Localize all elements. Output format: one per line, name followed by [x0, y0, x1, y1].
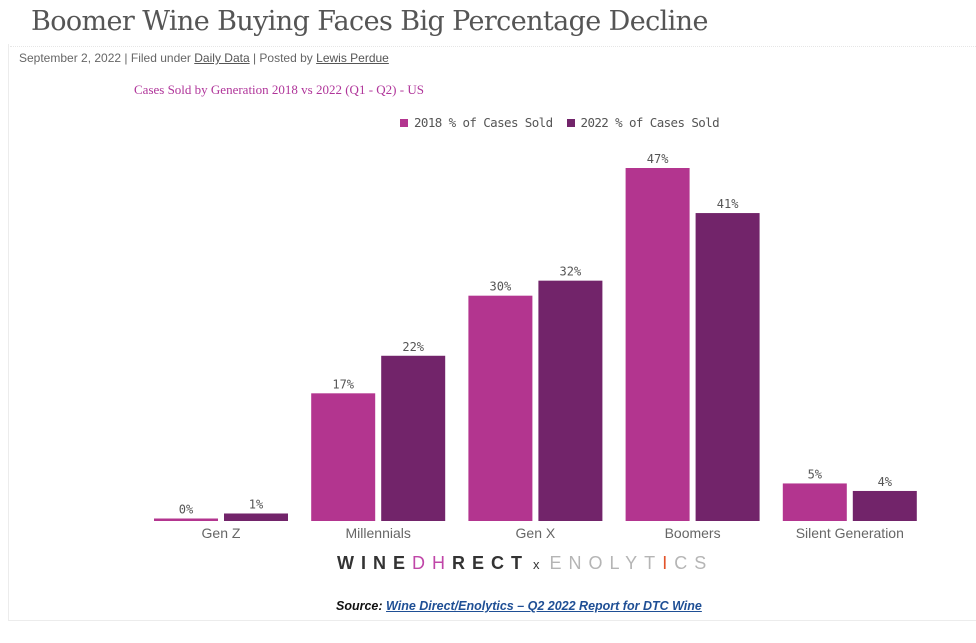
title-divider: [10, 46, 976, 47]
data-label-boomers-2022: 41%: [717, 197, 739, 211]
legend-label-2022: 2022 % of Cases Sold: [580, 115, 720, 130]
logo-separator: x: [533, 557, 540, 572]
legend-swatch-2022: [566, 118, 575, 127]
post-date: September 2, 2022: [19, 51, 122, 65]
bar-chart: 0% 1% Gen Z 17% 22% Millennials 30% 32% Gen X 47%…: [154, 152, 917, 541]
data-label-boomers-2018: 47%: [647, 152, 669, 166]
bar-silent-generation-2018: [782, 483, 847, 521]
data-label-gen-x-2018: 30%: [490, 280, 512, 294]
author-link[interactable]: Lewis Perdue: [316, 51, 389, 65]
page-frame: [8, 44, 976, 621]
category-link[interactable]: Daily Data: [194, 51, 250, 65]
legend-item-2018: 2018 % of Cases Sold: [400, 115, 553, 130]
wine-bottle-icon: I: [662, 553, 675, 573]
bar-millennials-2018: [311, 393, 376, 521]
data-label-millennials-2018: 17%: [332, 377, 354, 391]
bar-silent-generation-2022: [852, 490, 917, 521]
source-label: Source:: [336, 599, 383, 613]
bar-gen-z-2022: [224, 513, 288, 521]
chart-legend: 2018 % of Cases Sold 2022 % of Cases Sol…: [400, 115, 720, 130]
article-title: Boomer Wine Buying Faces Big Percentage …: [31, 6, 708, 37]
bar-boomers-2022: [695, 213, 760, 521]
bar-gen-x-2018: [468, 295, 533, 521]
data-label-gen-x-2022: 32%: [560, 265, 582, 279]
filed-under-label: | Filed under: [124, 51, 191, 65]
x-tick-label-silent-generation: Silent Generation: [796, 525, 904, 541]
bar-millennials-2022: [381, 355, 446, 521]
data-label-silent-generation-2022: 4%: [878, 475, 893, 489]
bar-boomers-2018: [625, 168, 690, 521]
x-tick-label-boomers: Boomers: [665, 525, 721, 541]
x-tick-label-gen-x: Gen X: [516, 525, 556, 541]
source-citation: Source: Wine Direct/Enolytics – Q2 2022 …: [336, 599, 702, 613]
legend-item-2022: 2022 % of Cases Sold: [566, 115, 720, 130]
legend-label-2018: 2018 % of Cases Sold: [414, 115, 553, 130]
data-label-millennials-2022: 22%: [402, 340, 424, 354]
partner-logos: WINEDHRECT x ENOLYTICS: [337, 553, 713, 574]
posted-by-label: | Posted by: [252, 51, 313, 65]
chart-title: Cases Sold by Generation 2018 vs 2022 (Q…: [134, 82, 424, 97]
article-meta: September 2, 2022 | Filed under Daily Da…: [19, 51, 389, 65]
data-label-silent-generation-2018: 5%: [808, 467, 823, 481]
enolytics-logo: ENOLYTICS: [549, 553, 714, 573]
bar-gen-x-2022: [538, 280, 603, 521]
legend-swatch-2018: [400, 118, 408, 127]
x-tick-label-millennials: Millennials: [346, 525, 411, 541]
winedirect-dh-glyph: DH: [412, 553, 452, 573]
data-label-gen-z-2022: 1%: [249, 497, 264, 511]
winedirect-logo: WINEDHRECT: [337, 553, 529, 573]
bar-gen-z-2018: [154, 518, 218, 521]
data-label-gen-z-2018: 0%: [179, 503, 194, 517]
x-tick-label-gen-z: Gen Z: [202, 525, 241, 541]
source-link[interactable]: Wine Direct/Enolytics – Q2 2022 Report f…: [386, 599, 702, 613]
